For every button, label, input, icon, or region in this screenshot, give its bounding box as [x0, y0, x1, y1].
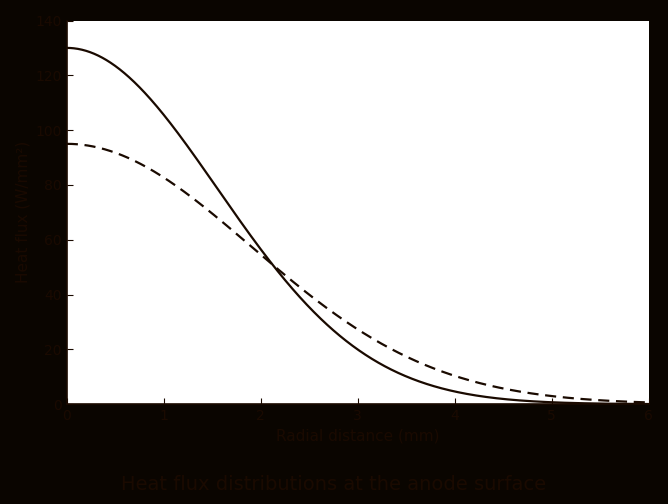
Y-axis label: Heat flux (W/mm²): Heat flux (W/mm²): [15, 141, 30, 283]
Text: Heat flux distributions at the anode surface: Heat flux distributions at the anode sur…: [122, 475, 546, 494]
X-axis label: Radial distance (mm): Radial distance (mm): [276, 428, 440, 444]
